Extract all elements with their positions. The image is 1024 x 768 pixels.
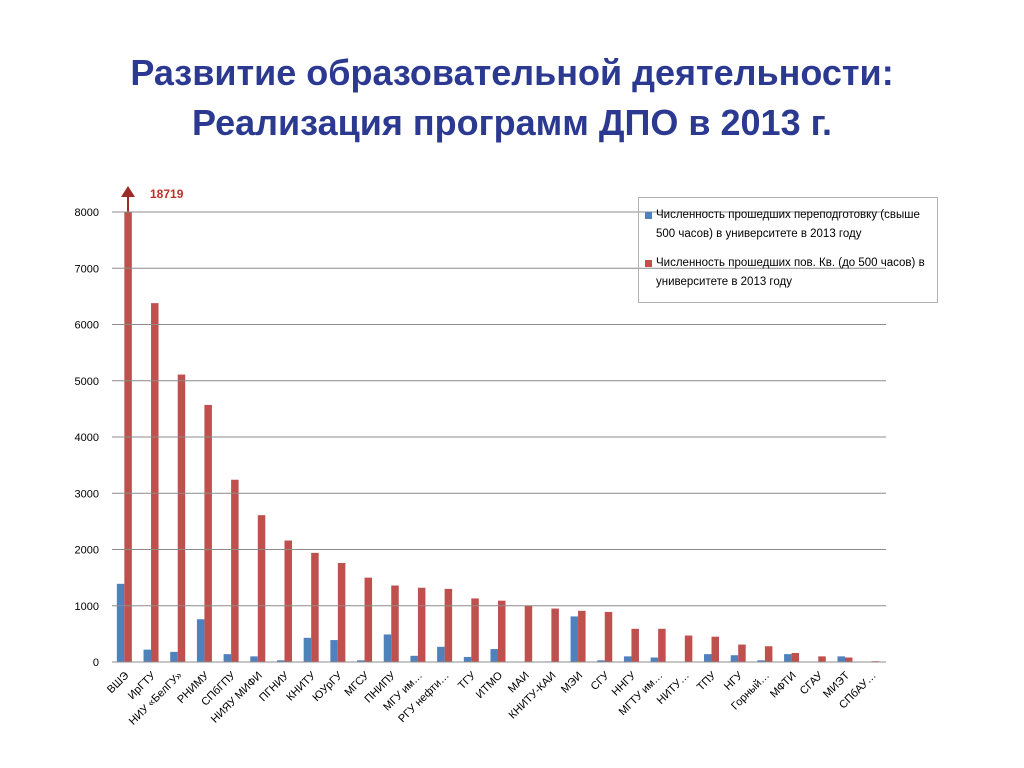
bar: [704, 654, 712, 662]
bar: [311, 552, 319, 662]
y-tick-label: 2000: [75, 545, 99, 557]
bar: [730, 655, 739, 662]
bar: [463, 656, 472, 662]
bar: [437, 646, 445, 662]
arrow-head: [121, 186, 135, 197]
bar: [524, 605, 533, 662]
x-tick-label: ТГУ: [456, 669, 479, 692]
y-tick-label: 6000: [75, 320, 99, 332]
bar: [551, 608, 559, 662]
x-tick-label: ЮУрГУ: [311, 669, 346, 704]
bar: [303, 637, 312, 662]
bar: [337, 563, 346, 662]
y-tick-label: 3000: [75, 488, 99, 500]
bar: [738, 644, 746, 662]
bar: [196, 619, 205, 662]
x-tick-label: МЭИ: [559, 670, 585, 696]
bar: [711, 636, 720, 662]
bar: [570, 616, 579, 662]
bar: [604, 611, 613, 662]
bar: [498, 600, 506, 662]
legend-label: Численность прошедших переподготовку (св…: [656, 209, 920, 240]
x-tick-label: ТПУ: [695, 669, 719, 693]
x-tick-label: ИТМО: [474, 669, 506, 701]
y-tick-label: 7000: [75, 263, 99, 275]
bar: [757, 660, 765, 662]
legend-item: Численность прошедших переподготовку (св…: [645, 206, 931, 244]
title-line: Реализация программ ДПО в 2013 г.: [191, 102, 832, 143]
bar: [471, 598, 479, 662]
bar: [177, 374, 186, 662]
bar: [417, 587, 426, 662]
y-tick-label: 0: [93, 657, 99, 669]
bar: [764, 646, 773, 662]
bar: [490, 649, 498, 662]
bar: [383, 634, 392, 662]
bar: [284, 540, 292, 662]
bar: [143, 649, 152, 662]
bar: [223, 654, 232, 662]
bar: [818, 656, 826, 662]
bar: [684, 635, 693, 662]
y-tick-label: 1000: [75, 601, 99, 613]
bar: [116, 583, 125, 662]
bar: [597, 660, 605, 662]
bar: [837, 656, 845, 662]
bar: [391, 585, 399, 662]
bar: [658, 628, 666, 662]
bar: [170, 651, 178, 662]
bar: [257, 515, 266, 662]
x-tick-label: МФТИ: [768, 670, 799, 701]
bar: [784, 654, 792, 662]
bar: [364, 577, 373, 662]
legend-item: Численность прошедших пов. Кв. (до 500 ч…: [645, 254, 931, 292]
legend: Численность прошедших переподготовку (св…: [638, 197, 938, 303]
bar: [623, 656, 632, 662]
bar: [124, 212, 132, 662]
bars: [116, 212, 880, 662]
legend-label: Численность прошедших пов. Кв. (до 500 ч…: [656, 257, 925, 288]
bar: [276, 660, 285, 662]
bar: [151, 303, 159, 662]
bar: [330, 640, 338, 662]
bar: [631, 628, 639, 662]
bar: [444, 588, 453, 662]
bar: [844, 657, 853, 662]
y-tick-label: 8000: [75, 207, 99, 219]
title-line: Развитие образовательной деятельности:: [130, 52, 894, 93]
x-tick-label: НГУ: [722, 669, 746, 693]
x-tick-label: СГУ: [589, 669, 613, 693]
overflow-label: 18719: [150, 187, 184, 201]
bar: [357, 660, 365, 662]
bar: [650, 657, 659, 662]
bar: [578, 610, 586, 662]
legend-swatch: [645, 212, 652, 219]
y-tick-label: 5000: [75, 376, 99, 388]
bar: [231, 479, 239, 662]
bar: [410, 655, 418, 662]
legend-swatch: [645, 260, 652, 267]
bar: [250, 656, 258, 662]
bar: [204, 404, 212, 662]
bar: [791, 653, 800, 662]
y-tick-label: 4000: [75, 432, 99, 444]
